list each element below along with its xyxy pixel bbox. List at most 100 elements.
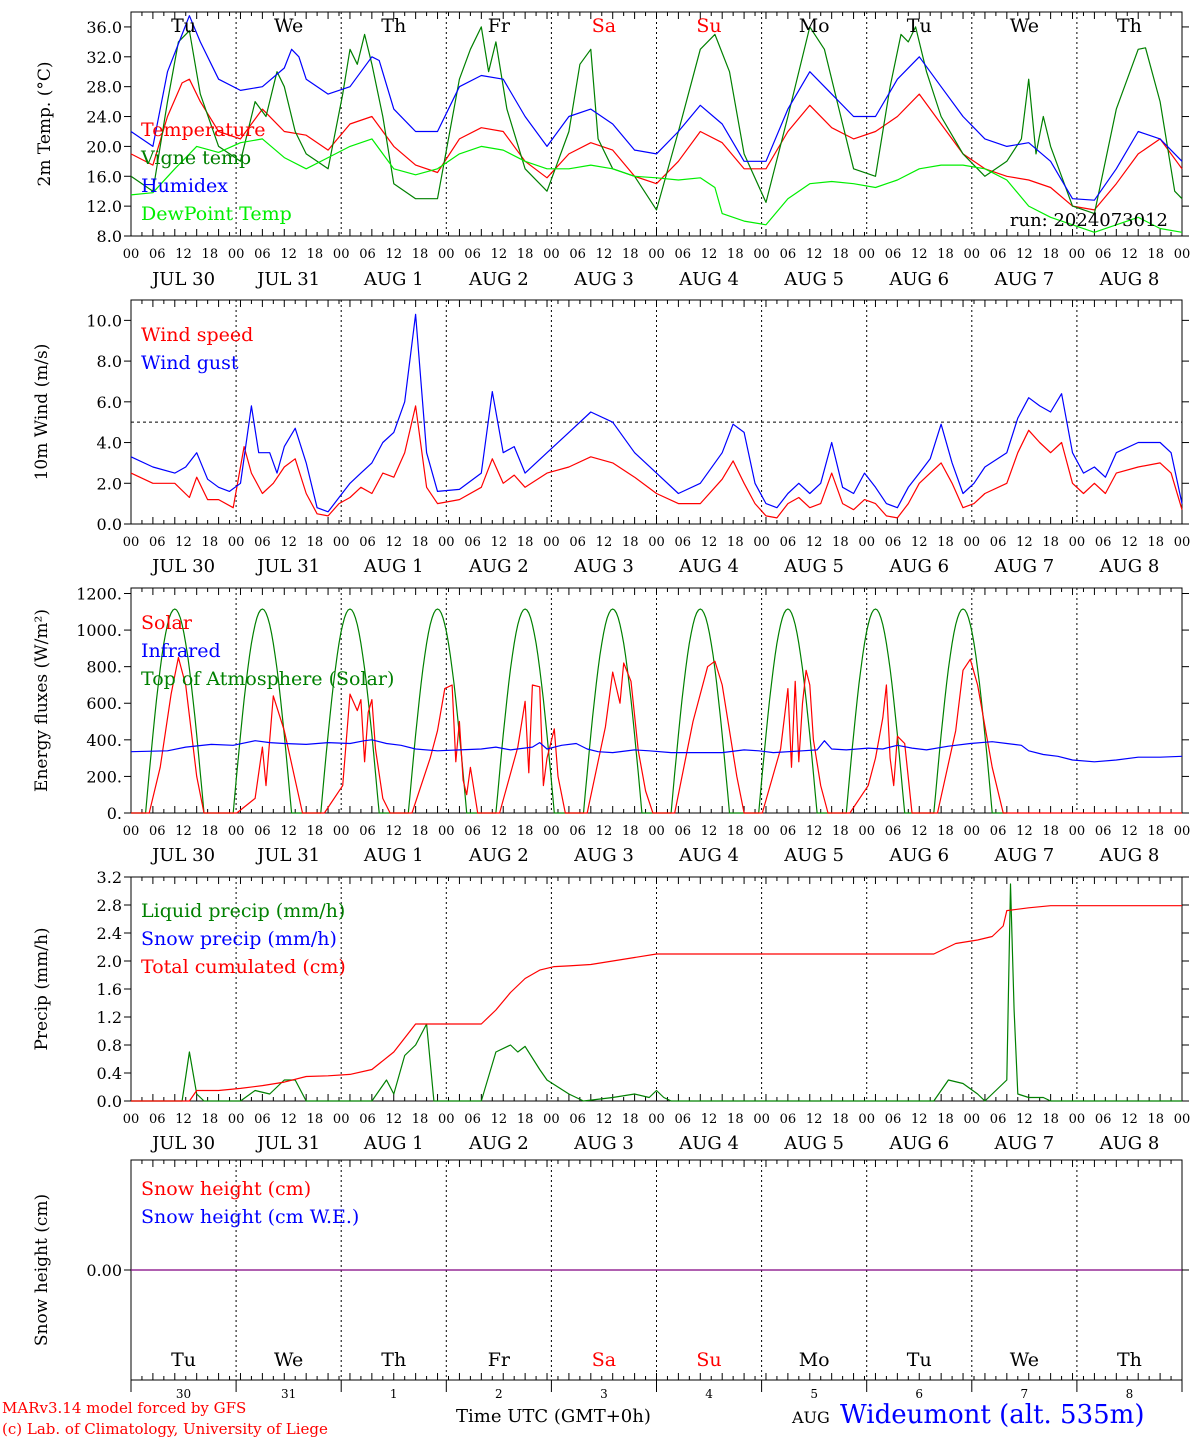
- hour-tick-label: 00: [543, 1112, 560, 1127]
- hour-tick-label: 18: [202, 1112, 219, 1127]
- hour-tick-label: 18: [307, 247, 324, 262]
- hour-tick-label: 06: [1095, 535, 1112, 550]
- hour-tick-label: 00: [438, 824, 455, 839]
- hour-tick-label: 18: [727, 1112, 744, 1127]
- day-of-week-label: Th: [381, 15, 406, 37]
- hour-tick-label: 12: [1121, 247, 1138, 262]
- hour-tick-label: 18: [832, 1112, 849, 1127]
- hour-tick-label: 18: [832, 535, 849, 550]
- date-label: JUL 30: [150, 556, 215, 577]
- y-tick-label: 0.0: [97, 515, 122, 534]
- legend-entry: Solar: [141, 612, 193, 634]
- hour-tick-label: 06: [1095, 824, 1112, 839]
- legend-entry: Humidex: [141, 175, 228, 197]
- hour-tick-label: 00: [123, 535, 140, 550]
- y-tick-label: 36.0: [86, 18, 122, 37]
- credit-line-lab: (c) Lab. of Climatology, University of L…: [2, 1420, 328, 1438]
- hour-tick-label: 00: [648, 535, 665, 550]
- date-label: JUL 31: [255, 845, 320, 866]
- date-label: AUG 8: [1099, 269, 1160, 290]
- hour-tick-label: 12: [280, 1112, 297, 1127]
- y-tick-label: 200.: [86, 767, 122, 786]
- hour-tick-label: 18: [727, 247, 744, 262]
- hour-tick-label: 00: [333, 1112, 350, 1127]
- y-tick-label: 3.2: [97, 868, 122, 887]
- date-label: JUL 31: [255, 556, 320, 577]
- hour-tick-label: 00: [1069, 1112, 1086, 1127]
- hour-tick-label: 06: [254, 824, 271, 839]
- day-of-week-label: Sa: [592, 15, 616, 37]
- y-axis-label: Snow height (cm): [32, 1194, 52, 1346]
- hour-tick-label: 12: [806, 1112, 823, 1127]
- hour-tick-label: 12: [911, 535, 928, 550]
- day-of-week-label: Tu: [171, 1349, 196, 1371]
- series-wind-speed: [130, 405, 1183, 519]
- date-label: JUL 31: [255, 1133, 320, 1154]
- hour-tick-label: 18: [937, 1112, 954, 1127]
- hour-tick-label: 18: [1147, 535, 1164, 550]
- hour-tick-label: 12: [491, 1112, 508, 1127]
- hour-tick-label: 18: [832, 824, 849, 839]
- hour-tick-label: 18: [1042, 1112, 1059, 1127]
- hour-tick-label: 12: [911, 247, 928, 262]
- model-credit: MARv3.14 model forced by GFS (c) Lab. of…: [2, 1398, 328, 1440]
- series-solar: [131, 656, 1182, 814]
- hour-tick-label: 06: [675, 1112, 692, 1127]
- y-tick-label: 800.: [86, 658, 122, 677]
- day-number-label: 1: [390, 1387, 398, 1401]
- hour-tick-label: 06: [990, 247, 1007, 262]
- hour-tick-label: 00: [753, 535, 770, 550]
- date-label: AUG 5: [783, 556, 844, 577]
- y-tick-label: 0.8: [97, 1036, 122, 1055]
- hour-tick-label: 12: [1016, 824, 1033, 839]
- panel-2: 0.0 2.0 4.0 6.0 8.0 10.0 10m Wind (m/s) Wind sp…: [32, 299, 1190, 577]
- hour-tick-label: 18: [517, 824, 534, 839]
- hour-tick-label: 00: [333, 535, 350, 550]
- hour-tick-label: 18: [622, 1112, 639, 1127]
- hour-tick-label: 00: [648, 824, 665, 839]
- hour-tick-label: 06: [464, 824, 481, 839]
- hour-tick-label: 00: [123, 824, 140, 839]
- day-number-label: 7: [1021, 1387, 1029, 1401]
- hour-tick-label: 12: [280, 824, 297, 839]
- hour-tick-label: 00: [543, 247, 560, 262]
- y-tick-label: 8.0: [97, 227, 122, 246]
- y-tick-label: 2.0: [97, 474, 122, 493]
- legend-entry: Vigne temp: [140, 147, 251, 169]
- hour-tick-label: 12: [1121, 1112, 1138, 1127]
- hour-tick-label: 00: [858, 535, 875, 550]
- y-tick-label: 2.4: [97, 924, 122, 943]
- day-of-week-label: Mo: [799, 1349, 830, 1371]
- y-tick-label: 10.0: [86, 311, 122, 330]
- y-tick-label: 2.0: [97, 952, 122, 971]
- panel-4: 0.0 0.4 0.8 1.2 1.6 2.0 2.4 2.8 3.2 Precip (mm/h)…: [32, 868, 1190, 1154]
- panel-1: 8.0 12.0 16.0 20.0 24.0 28.0 32.0 36.0 2m Temp. …: [35, 11, 1191, 290]
- hour-tick-label: 06: [569, 535, 586, 550]
- series-humidex: [130, 15, 1183, 201]
- hour-tick-label: 18: [727, 824, 744, 839]
- hour-tick-label: 00: [858, 1112, 875, 1127]
- run-label: run: 2024073012: [1010, 210, 1168, 231]
- hour-tick-label: 12: [280, 535, 297, 550]
- day-number-label: 6: [915, 1387, 923, 1401]
- hour-tick-label: 06: [569, 824, 586, 839]
- hour-tick-label: 00: [1174, 247, 1191, 262]
- date-label: AUG 6: [888, 269, 949, 290]
- series-dewpoint-temp: [130, 138, 1183, 233]
- hour-tick-label: 12: [911, 1112, 928, 1127]
- hour-tick-label: 06: [885, 1112, 902, 1127]
- date-label: AUG 7: [993, 1133, 1054, 1154]
- y-tick-label: 16.0: [86, 167, 122, 186]
- hour-tick-label: 18: [517, 535, 534, 550]
- date-label: AUG 2: [468, 556, 529, 577]
- hour-tick-label: 18: [937, 247, 954, 262]
- legend-entry: Wind gust: [141, 352, 239, 374]
- hour-tick-label: 06: [1095, 247, 1112, 262]
- date-label: AUG 4: [678, 269, 739, 290]
- date-label: AUG 2: [468, 269, 529, 290]
- legend-entry: Snow precip (mm/h): [141, 928, 337, 950]
- y-tick-label: 24.0: [86, 108, 122, 127]
- credit-line-model: MARv3.14 model forced by GFS: [2, 1399, 247, 1417]
- day-number-label: 30: [176, 1387, 191, 1401]
- series-vigne-temp: [130, 26, 1183, 215]
